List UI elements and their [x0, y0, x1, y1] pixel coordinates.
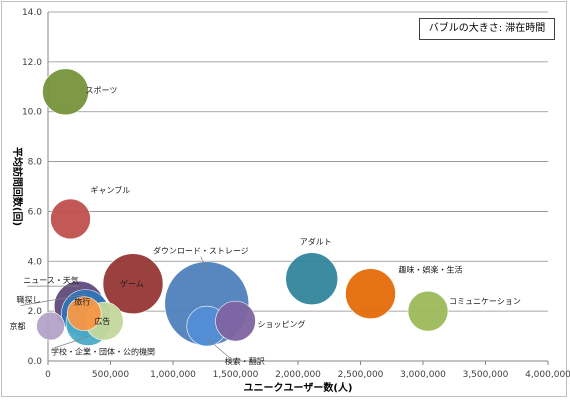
- bubble-label-11: 広告: [94, 316, 110, 326]
- x-tick-label: 2,500,000: [338, 370, 384, 380]
- y-tick-label: 2.0: [28, 307, 43, 317]
- bubble-label-3: アダルト: [300, 237, 332, 247]
- bubble-label-8: 職探し: [17, 295, 41, 305]
- bubble-label-10: 旅行: [74, 297, 90, 307]
- bubble-1: [50, 198, 91, 240]
- x-tick-label: 4,000,000: [525, 370, 570, 380]
- bubble-6: [102, 253, 164, 315]
- y-tick-label: 8.0: [28, 158, 43, 168]
- bubble-label-4: 趣味・娯楽・生活: [399, 265, 463, 275]
- x-tick-label: 1,500,000: [213, 370, 259, 380]
- bubble-5: [407, 290, 449, 332]
- x-tick-label: 0: [45, 370, 51, 380]
- bubble-10: [66, 296, 102, 331]
- x-axis-title: ユニークユーザー数(人): [244, 381, 353, 394]
- bubble-label-1: ギャンブル: [91, 185, 131, 195]
- y-tick-label: 10.0: [22, 108, 42, 118]
- bubble-label-12: 検索・翻訳: [225, 356, 265, 366]
- x-tick-label: 3,000,000: [400, 370, 446, 380]
- leader-line: [200, 256, 208, 271]
- x-tick-label: 500,000: [92, 370, 129, 380]
- y-tick-label: 0.0: [28, 357, 43, 367]
- bubble-size-note: バブルの大きさ: 滞在時間: [419, 18, 555, 40]
- bubble-label-9: 学校・企業・団体・公的機関: [51, 347, 155, 357]
- y-axis-title: 平均訪問回数(回): [11, 147, 24, 226]
- leader-line: [20, 294, 86, 306]
- x-tick-label: 1,000,000: [150, 370, 196, 380]
- x-tick-label: 3,500,000: [463, 370, 509, 380]
- bubble-label-13: ショッピング: [258, 319, 306, 329]
- x-tick-label: 2,000,000: [275, 370, 321, 380]
- bubble-label-7: ニュース・天気: [23, 275, 79, 285]
- y-tick-label: 12.0: [22, 58, 42, 68]
- bubble-label-0: スポーツ: [86, 86, 118, 95]
- y-tick-label: 6.0: [28, 207, 43, 217]
- leader-line: [54, 336, 89, 348]
- bubble-label-5: コミュニケーション: [449, 297, 521, 306]
- bubble-label-6: ゲーム: [120, 279, 144, 289]
- bubble-label-2: ダウンロード・ストレージ: [153, 246, 249, 256]
- bubble-label-14: 京都: [10, 321, 26, 331]
- bubble-13: [215, 300, 256, 342]
- bubble-3: [285, 252, 339, 306]
- y-tick-label: 14.0: [22, 8, 42, 18]
- bubble-4: [345, 268, 396, 319]
- y-tick-label: 4.0: [28, 257, 43, 267]
- leader-line: [206, 337, 229, 358]
- bubble-14: [36, 311, 65, 341]
- bubble-0: [42, 68, 89, 116]
